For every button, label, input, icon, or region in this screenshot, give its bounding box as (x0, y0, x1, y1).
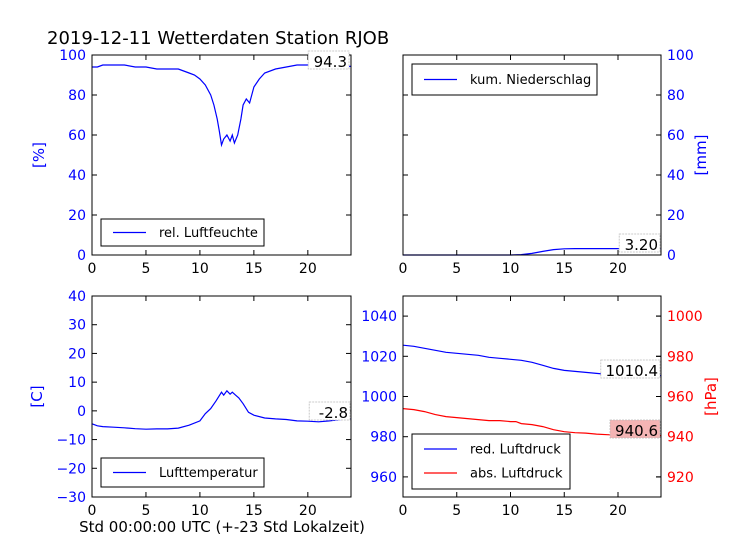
y-tick-label: 60 (68, 128, 86, 144)
legend-label: abs. Luftdruck (470, 467, 563, 482)
y-tick-label: 100 (667, 48, 694, 64)
x-tick-label: 20 (299, 261, 317, 277)
y-tick-label: 60 (667, 128, 685, 144)
chart-panel-1: 0 5 10 15 20 0 20 40 60 80 100 [%] rel. Luftfeuchte 9… (30, 48, 352, 277)
x-tick-label: 5 (452, 261, 461, 277)
value-annotation: 940.6 (615, 422, 658, 440)
x-tick-label: 10 (191, 503, 209, 519)
x-tick-label: 0 (88, 261, 97, 277)
chart-panel-4: 0 5 10 15 20 960 980 1000 1020 1040 920 940 960 980 10… (361, 295, 720, 519)
figure-title: 2019-12-11 Wetterdaten Station RJOB (47, 28, 389, 49)
series-line-3-1 (91, 389, 352, 430)
y-right-tick-label: 980 (667, 349, 694, 365)
x-tick-label: 0 (88, 503, 97, 519)
x-tick-label: 10 (502, 503, 520, 519)
chart-panel-3: 0 5 10 15 20 −30 −20 −10 0 10 20 30 40 [C] Lufttempera… (28, 289, 352, 519)
plot-frame-3 (91, 295, 352, 498)
x-tick-label: 5 (452, 503, 461, 519)
y-tick-label: 40 (667, 168, 685, 184)
value-annotation-box (600, 359, 661, 379)
y-tick-label: 80 (667, 88, 685, 104)
x-tick-label: 5 (141, 261, 150, 277)
y-tick-label: −20 (56, 461, 86, 477)
x-tick-label: 20 (609, 503, 627, 519)
y-right-tick-label: 1000 (667, 309, 703, 325)
y-axis-label: [C] (28, 385, 46, 407)
chart-panel-2: 0 5 10 15 20 0 20 40 60 80 100 [mm] kum. Niederschla… (399, 48, 710, 277)
y-tick-label: −10 (56, 433, 86, 449)
y-tick-label: 1020 (361, 349, 397, 365)
value-annotation: 94.3 (314, 53, 347, 71)
value-annotation: -2.8 (319, 404, 348, 422)
plot-frame-1 (91, 54, 352, 256)
y-tick-label: 0 (77, 404, 86, 420)
y-tick-label: 20 (68, 346, 86, 362)
y-right-tick-label: 920 (667, 470, 694, 486)
legend-label: rel. Luftfeuchte (159, 226, 258, 241)
y-axis-label: [hPa] (702, 377, 720, 416)
x-tick-label: 0 (399, 503, 408, 519)
value-annotation-box (308, 401, 351, 421)
y-right-tick-label: 960 (667, 390, 694, 406)
figure-xlabel: Std 00:00:00 UTC (+-23 Std Lokalzeit) (79, 518, 365, 536)
x-tick-label: 5 (141, 503, 150, 519)
legend-label: red. Luftdruck (470, 443, 561, 458)
y-tick-label: 80 (68, 88, 86, 104)
y-tick-label: 40 (68, 289, 86, 305)
value-annotation-box (307, 50, 350, 70)
y-axis-label: [%] (30, 142, 48, 168)
x-tick-label: 20 (299, 503, 317, 519)
y-tick-label: 10 (68, 375, 86, 391)
y-tick-label: 1040 (361, 309, 397, 325)
x-tick-label: 15 (555, 503, 573, 519)
y-tick-label: 30 (68, 318, 86, 334)
plot-frame-2 (402, 54, 662, 256)
legend-box-4 (411, 433, 571, 490)
value-annotation: 1010.4 (606, 362, 659, 380)
x-tick-label: 15 (245, 261, 263, 277)
x-tick-label: 10 (502, 261, 520, 277)
value-annotation-box (609, 419, 661, 439)
x-tick-label: 20 (609, 261, 627, 277)
series-line-1-1 (92, 62, 352, 148)
y-tick-label: 980 (370, 430, 397, 446)
legend-box-3 (100, 457, 265, 488)
legend-label: Lufttemperatur (159, 466, 258, 481)
x-tick-label: 15 (555, 261, 573, 277)
value-annotation-box (618, 233, 661, 253)
y-tick-label: 20 (68, 208, 86, 224)
value-annotation: 3.20 (625, 236, 658, 254)
x-tick-label: 10 (191, 261, 209, 277)
y-tick-label: 100 (59, 48, 86, 64)
y-tick-label: 40 (68, 168, 86, 184)
x-tick-label: 15 (245, 503, 263, 519)
y-tick-label: 960 (370, 470, 397, 486)
y-tick-label: 0 (667, 248, 676, 264)
y-tick-label: −30 (56, 490, 86, 506)
y-tick-label: 1000 (361, 390, 397, 406)
x-tick-label: 0 (399, 261, 408, 277)
y-axis-label: [mm] (692, 135, 710, 176)
y-tick-label: 20 (667, 208, 685, 224)
y-tick-label: 0 (77, 248, 86, 264)
legend-label: kum. Niederschlag (470, 73, 591, 88)
y-right-tick-label: 940 (667, 430, 694, 446)
